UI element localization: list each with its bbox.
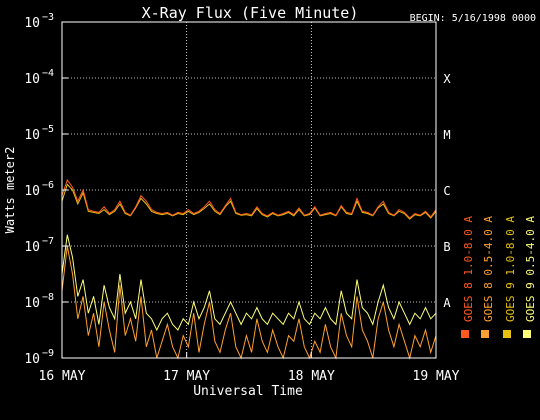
flare-class-labels: X M C B A (443, 72, 451, 310)
y-tick-label: 10 (24, 352, 40, 367)
y-tick-exponent: −3 (42, 12, 54, 23)
series-line-8-short (61, 245, 437, 360)
y-tick-label: 10 (24, 16, 40, 31)
flare-class-label: B (443, 240, 450, 254)
begin-date-label: BEGIN: 5/16/1998 0000 (410, 13, 536, 24)
flare-class-label: C (443, 184, 450, 198)
chart-title: X-Ray Flux (Five Minute) (142, 4, 359, 22)
y-tick-labels: 10−310−410−510−610−710−810−9 (24, 12, 68, 367)
legend-label: GOES 9 0.5-4.0 A (524, 216, 537, 322)
y-tick-label: 10 (24, 72, 40, 87)
grid-lines (62, 22, 436, 358)
legend-swatch (461, 330, 469, 338)
y-axis-label: Watts meter2 (3, 147, 17, 234)
x-tick-label: 16 MAY (39, 369, 86, 384)
y-tick-label: 10 (24, 240, 40, 255)
x-tick-label: 19 MAY (413, 369, 460, 384)
x-tick-labels: 16 MAY 17 MAY 18 MAY 19 MAY (39, 352, 460, 384)
legend-swatch (503, 330, 511, 338)
y-tick-label: 10 (24, 184, 40, 199)
series-line-9-short (61, 234, 437, 332)
series-line-8-long (61, 178, 437, 219)
series-lines (61, 178, 437, 360)
y-tick-exponent: −8 (42, 292, 54, 303)
flare-class-label: M (443, 128, 450, 142)
y-tick-exponent: −6 (42, 180, 54, 191)
y-tick-exponent: −7 (42, 236, 54, 247)
flare-class-label: X (443, 72, 451, 86)
legend-label: GOES 8 0.5-4.0 A (482, 216, 495, 322)
y-tick-exponent: −5 (42, 124, 54, 135)
legend: GOES 8 1.0-8.0 A GOES 8 0.5-4.0 A GOES 9 1… (461, 216, 537, 338)
y-tick-label: 10 (24, 296, 40, 311)
x-axis-label: Universal Time (193, 384, 303, 399)
y-tick-label: 10 (24, 128, 40, 143)
legend-swatch (481, 330, 489, 338)
x-tick-label: 17 MAY (163, 369, 210, 384)
y-tick-exponent: −4 (42, 68, 54, 79)
x-tick-label: 18 MAY (288, 369, 335, 384)
legend-label: GOES 9 1.0-8.0 A (504, 216, 517, 322)
y-tick-exponent: −9 (42, 348, 54, 359)
legend-label: GOES 8 1.0-8.0 A (462, 216, 475, 322)
legend-swatch (523, 330, 531, 338)
flare-class-label: A (443, 296, 451, 310)
